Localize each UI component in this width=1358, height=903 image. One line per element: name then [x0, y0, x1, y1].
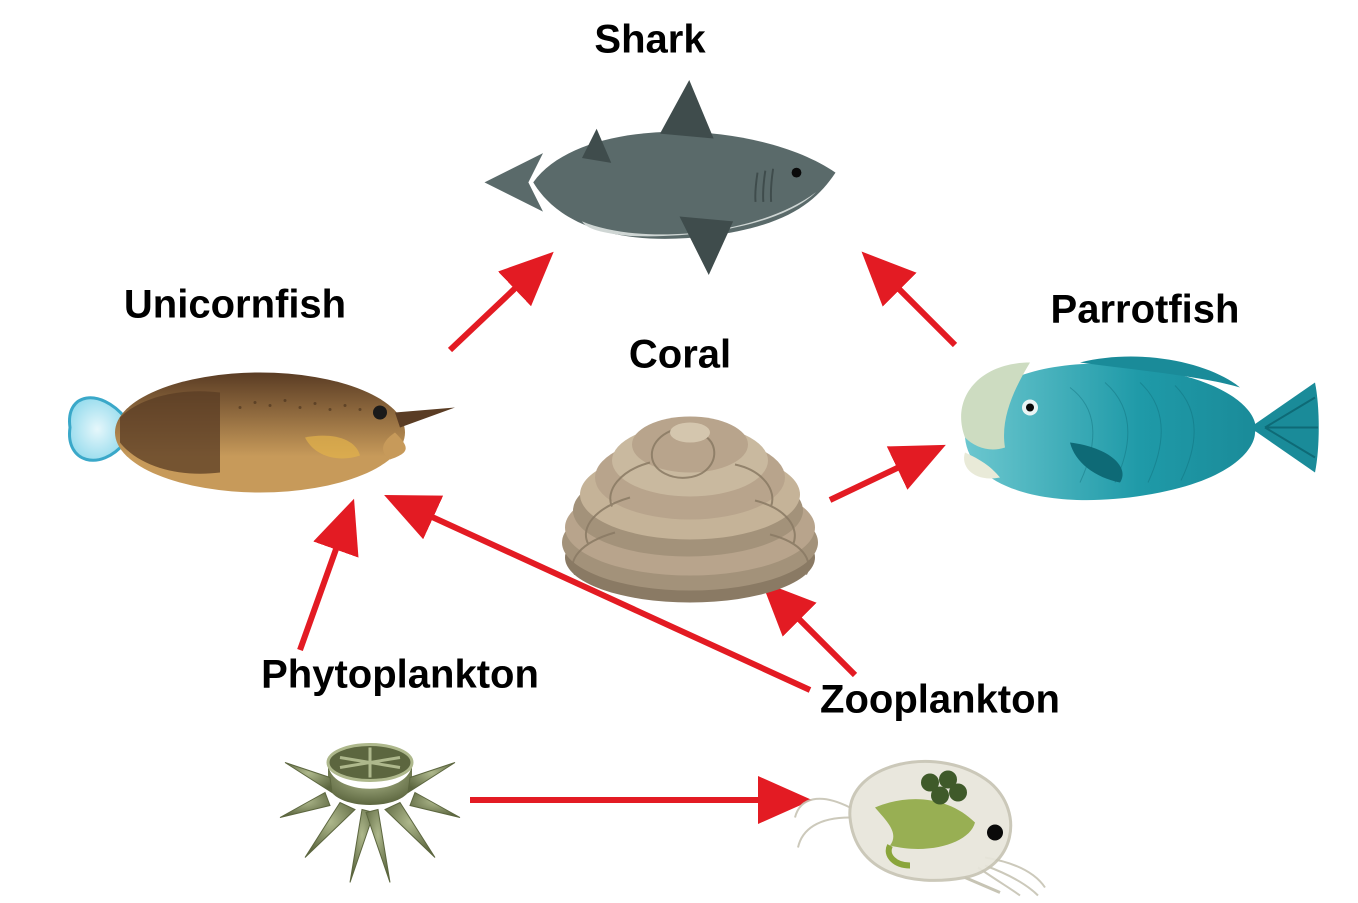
- shark-illustration: [465, 63, 855, 293]
- food-web-diagram: Shark: [0, 0, 1358, 903]
- label-unicornfish: Unicornfish: [124, 283, 346, 328]
- arrow-phytoplankton-to-unicornfish: [300, 510, 350, 650]
- node-phytoplankton: [270, 708, 470, 893]
- parrotfish-illustration: [920, 328, 1320, 528]
- label-coral: Coral: [629, 333, 731, 378]
- label-parrotfish: Parrotfish: [1051, 288, 1240, 333]
- node-shark: [465, 63, 855, 298]
- phytoplankton-illustration: [270, 708, 470, 888]
- node-parrotfish: [920, 328, 1320, 533]
- zooplankton-illustration: [790, 738, 1050, 898]
- label-shark: Shark: [594, 18, 705, 63]
- label-phytoplankton: Phytoplankton: [261, 653, 539, 698]
- coral-illustration: [540, 383, 840, 613]
- label-zooplankton: Zooplankton: [820, 678, 1060, 723]
- node-zooplankton: [790, 738, 1050, 903]
- unicornfish-illustration: [60, 338, 460, 518]
- node-unicornfish: [60, 338, 460, 523]
- node-coral: [540, 383, 840, 618]
